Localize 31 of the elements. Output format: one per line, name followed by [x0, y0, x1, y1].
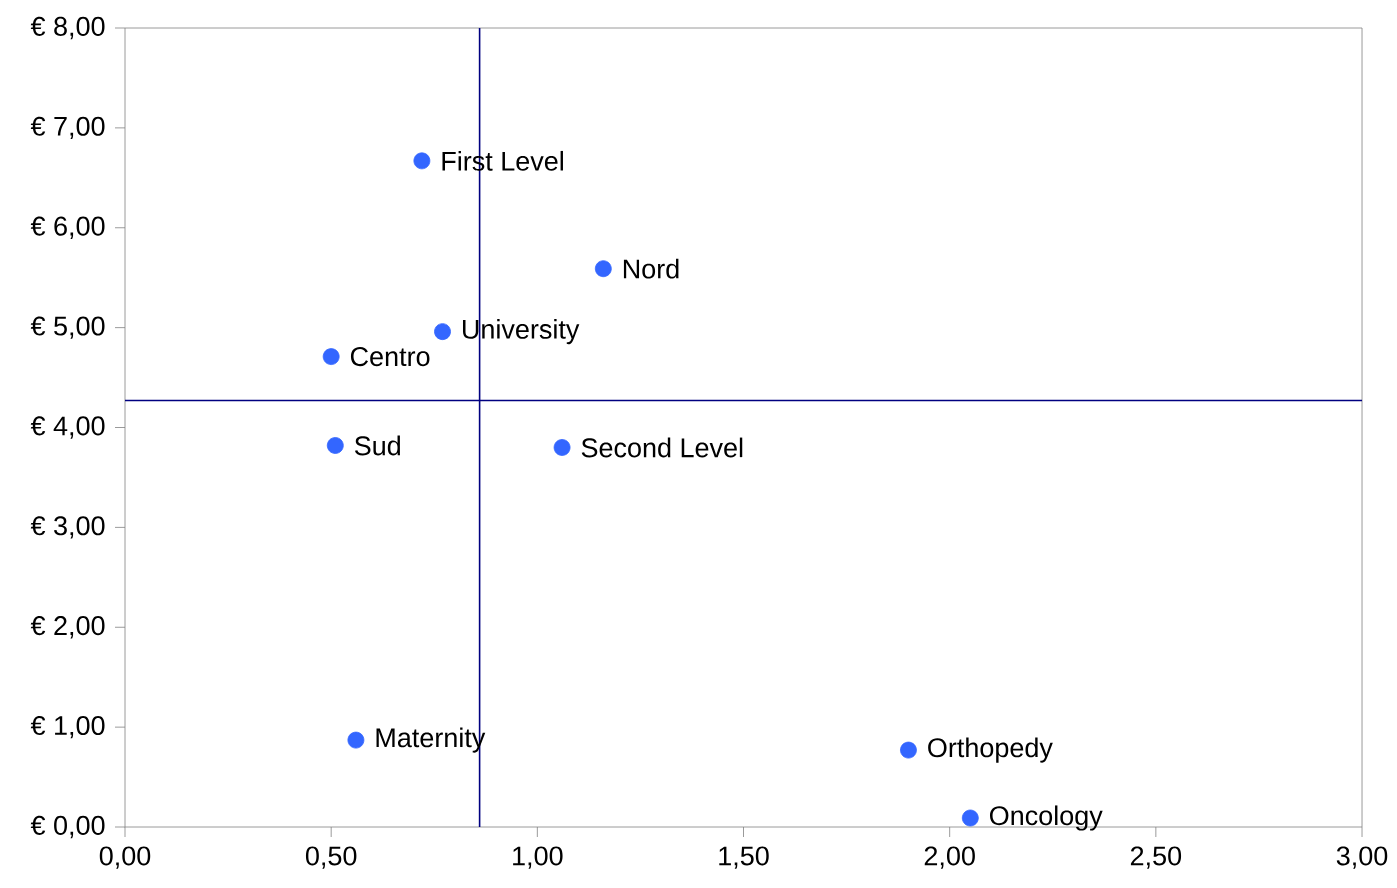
x-tick-label: 2,00 [924, 846, 975, 869]
annotation: Centro [350, 347, 430, 367]
annotation: Sud [354, 435, 400, 456]
x-tick-label: 1,00 [513, 846, 563, 869]
x-tick-label: 2,50 [1130, 846, 1182, 869]
y-tick-label: € 3,00 [30, 516, 105, 539]
point [347, 731, 365, 749]
y-tick-label: € 5,00 [30, 316, 105, 339]
point [594, 260, 612, 278]
y-tick-label: € 4,00 [30, 416, 105, 439]
x-tick-label: 0,50 [305, 846, 357, 869]
x-tick-label: 1,50 [719, 846, 769, 869]
point [326, 437, 344, 454]
x-tick-label: 3,00 [1336, 846, 1388, 869]
point [434, 323, 451, 341]
point [322, 348, 340, 365]
annotation: Orthopedy [928, 737, 1053, 763]
annotation: Oncology [989, 805, 1103, 831]
x-tick-label: 0,00 [99, 846, 151, 869]
y-tick-label: € 7,00 [30, 116, 105, 140]
point [961, 809, 979, 827]
point [413, 152, 431, 170]
point [900, 741, 917, 759]
y-tick-label: € 6,00 [30, 216, 105, 239]
y-tick-label: € 2,00 [30, 616, 105, 639]
y-tick-label: € 1,00 [30, 715, 105, 739]
point [553, 439, 571, 456]
y-tick-label: € 8,00 [30, 16, 105, 40]
annotation: Second Level [581, 437, 743, 458]
y-tick-label: € 0,00 [30, 815, 105, 839]
annotation: Nord [623, 258, 679, 279]
